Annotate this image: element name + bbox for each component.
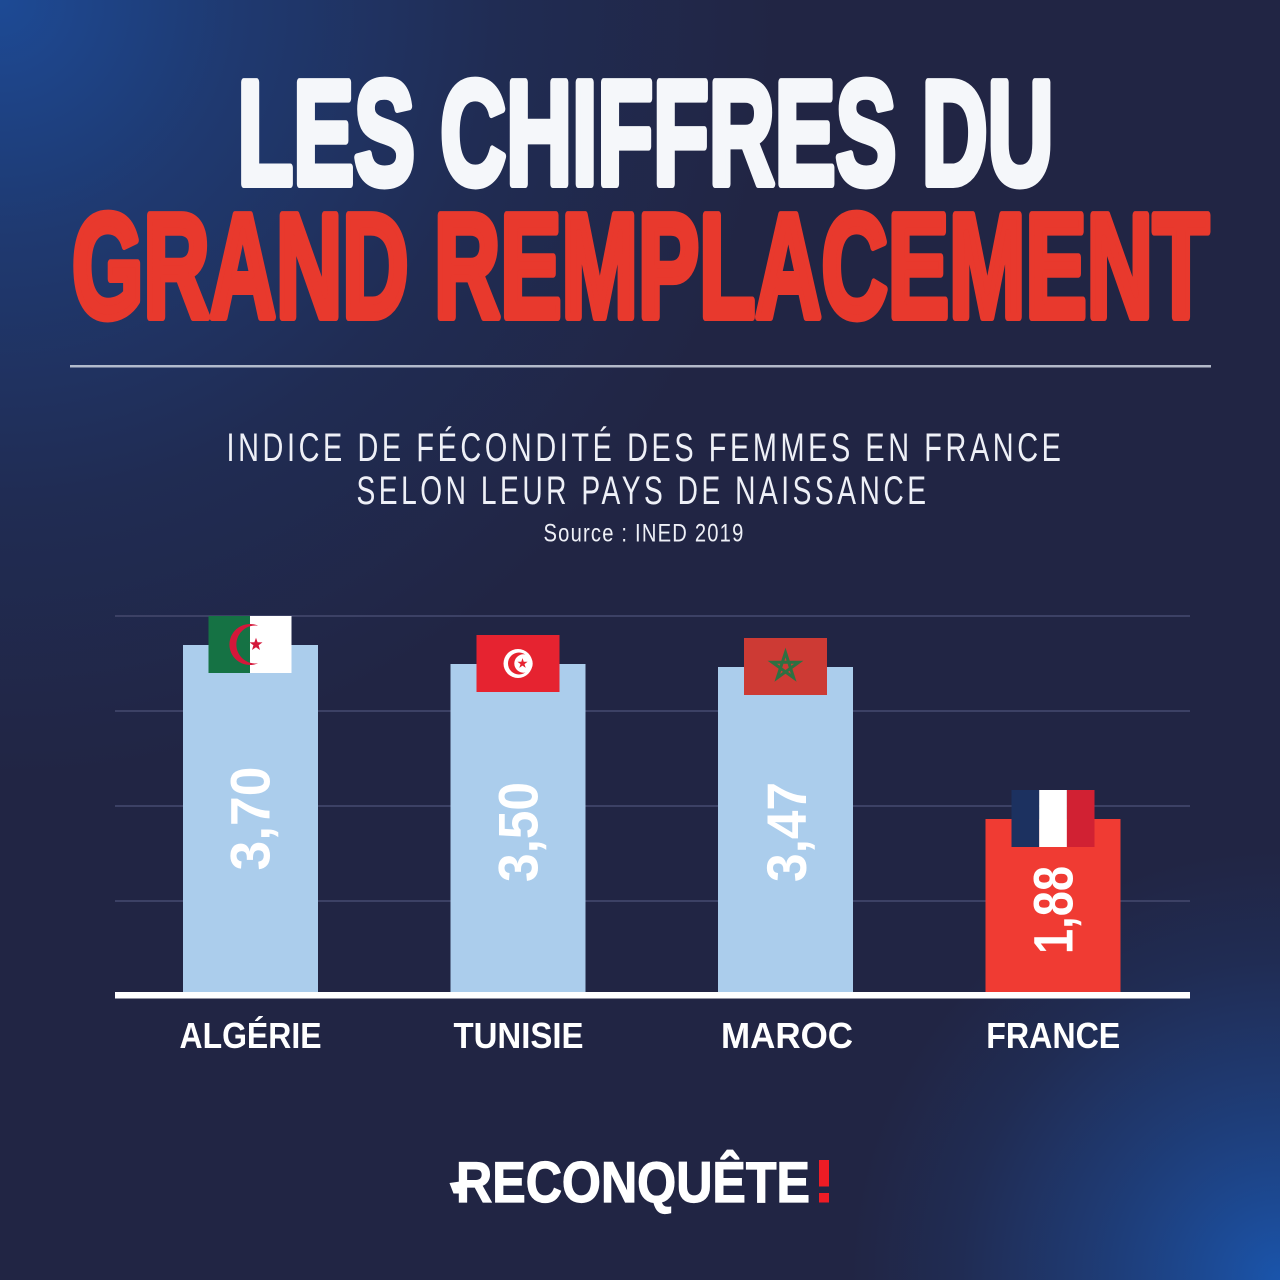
svg-text:3,47: 3,47 — [755, 782, 818, 882]
svg-text:LES CHIFFRES DU: LES CHIFFRES DU — [238, 51, 1054, 216]
svg-text:3,50: 3,50 — [487, 782, 550, 882]
svg-text:MAROC: MAROC — [721, 1015, 853, 1056]
svg-text:1,88: 1,88 — [1022, 866, 1085, 954]
svg-text:3,70: 3,70 — [219, 767, 282, 871]
svg-text:Source : INED 2019: Source : INED 2019 — [544, 520, 745, 548]
svg-text:ALGÉRIE: ALGÉRIE — [180, 1015, 322, 1056]
svg-text:RECONQUÊTE: RECONQUÊTE — [456, 1150, 810, 1215]
svg-text:SELON LEUR PAYS DE NAISSANCE: SELON LEUR PAYS DE NAISSANCE — [357, 469, 930, 513]
svg-text:TUNISIE: TUNISIE — [454, 1015, 584, 1056]
svg-text:FRANCE: FRANCE — [986, 1015, 1120, 1056]
svg-text:GRAND REMPLACEMENT: GRAND REMPLACEMENT — [72, 184, 1209, 349]
svg-text:INDICE DE FÉCONDITÉ DES FEMMES: INDICE DE FÉCONDITÉ DES FEMMES EN FRANCE — [227, 425, 1065, 470]
